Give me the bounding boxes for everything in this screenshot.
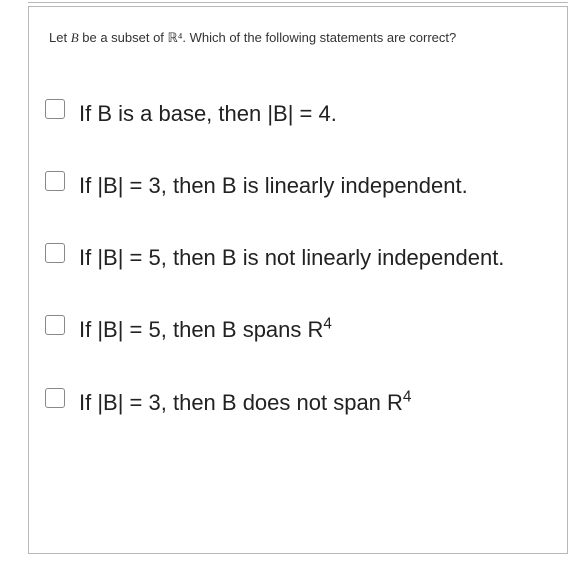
option-checkbox-3[interactable]	[45, 243, 65, 263]
q-space: ℝ⁴	[168, 30, 183, 45]
option-label-5: If |B| = 3, then B does not span R4	[79, 386, 411, 420]
q-var: B	[71, 30, 79, 45]
option-label-3: If |B| = 5, then B is not linearly indep…	[79, 241, 504, 275]
option-row[interactable]: If B is a base, then |B| = 4.	[45, 97, 551, 131]
q-pre: Let	[49, 30, 71, 45]
option-checkbox-5[interactable]	[45, 388, 65, 408]
option-checkbox-1[interactable]	[45, 99, 65, 119]
option-row[interactable]: If |B| = 5, then B is not linearly indep…	[45, 241, 551, 275]
top-divider	[28, 2, 568, 3]
question-card: Let B be a subset of ℝ⁴. Which of the fo…	[28, 6, 568, 554]
q-mid: be a subset of	[79, 30, 168, 45]
option-label-2: If |B| = 3, then B is linearly independe…	[79, 169, 468, 203]
question-text: Let B be a subset of ℝ⁴. Which of the fo…	[29, 7, 567, 57]
options-group: If B is a base, then |B| = 4. If |B| = 3…	[29, 57, 567, 467]
option-row[interactable]: If |B| = 5, then B spans R4	[45, 313, 551, 347]
option-row[interactable]: If |B| = 3, then B is linearly independe…	[45, 169, 551, 203]
option-label-1: If B is a base, then |B| = 4.	[79, 97, 337, 131]
option-checkbox-2[interactable]	[45, 171, 65, 191]
option-label-4: If |B| = 5, then B spans R4	[79, 313, 332, 347]
q-post: . Which of the following statements are …	[182, 30, 456, 45]
option-row[interactable]: If |B| = 3, then B does not span R4	[45, 386, 551, 420]
option-checkbox-4[interactable]	[45, 315, 65, 335]
